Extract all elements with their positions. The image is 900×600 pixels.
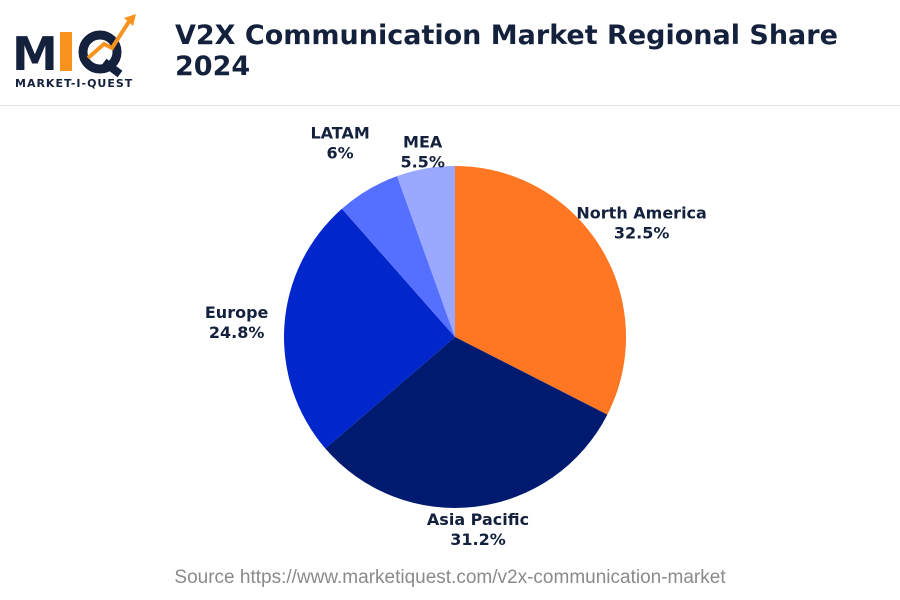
slice-label: Europe 24.8% (205, 303, 269, 342)
logo: M (12, 10, 152, 95)
slice-value: 24.8% (209, 323, 265, 342)
logo-text: MARKET-I-QUEST (15, 77, 134, 90)
slice-value: 6% (327, 144, 354, 163)
page-title: V2X Communication Market Regional Share … (175, 20, 838, 82)
slice-category: LATAM (310, 124, 369, 143)
pie-slice-latam (341, 176, 455, 337)
slice-value: 31.2% (450, 530, 506, 549)
divider (0, 105, 900, 106)
pie-slice-europe (283, 208, 455, 449)
pie-slice-asia-pacific (325, 337, 608, 509)
slice-label: MEA 5.5% (400, 133, 444, 172)
source-text: Source https://www.marketiquest.com/v2x-… (174, 567, 726, 588)
slice-label: North America 32.5% (576, 204, 706, 243)
slice-label: Asia Pacific 31.2% (427, 510, 529, 549)
slice-category: MEA (403, 133, 443, 152)
slice-category: Europe (205, 303, 269, 322)
pie-slice-mea (397, 166, 455, 337)
slice-value: 32.5% (614, 224, 670, 243)
slice-label: LATAM 6% (310, 124, 369, 163)
slice-category: North America (576, 204, 706, 223)
slice-category: Asia Pacific (427, 510, 529, 529)
svg-text:M: M (12, 27, 58, 80)
pie-slice-north-america (455, 166, 626, 415)
slice-value: 5.5% (400, 153, 444, 172)
